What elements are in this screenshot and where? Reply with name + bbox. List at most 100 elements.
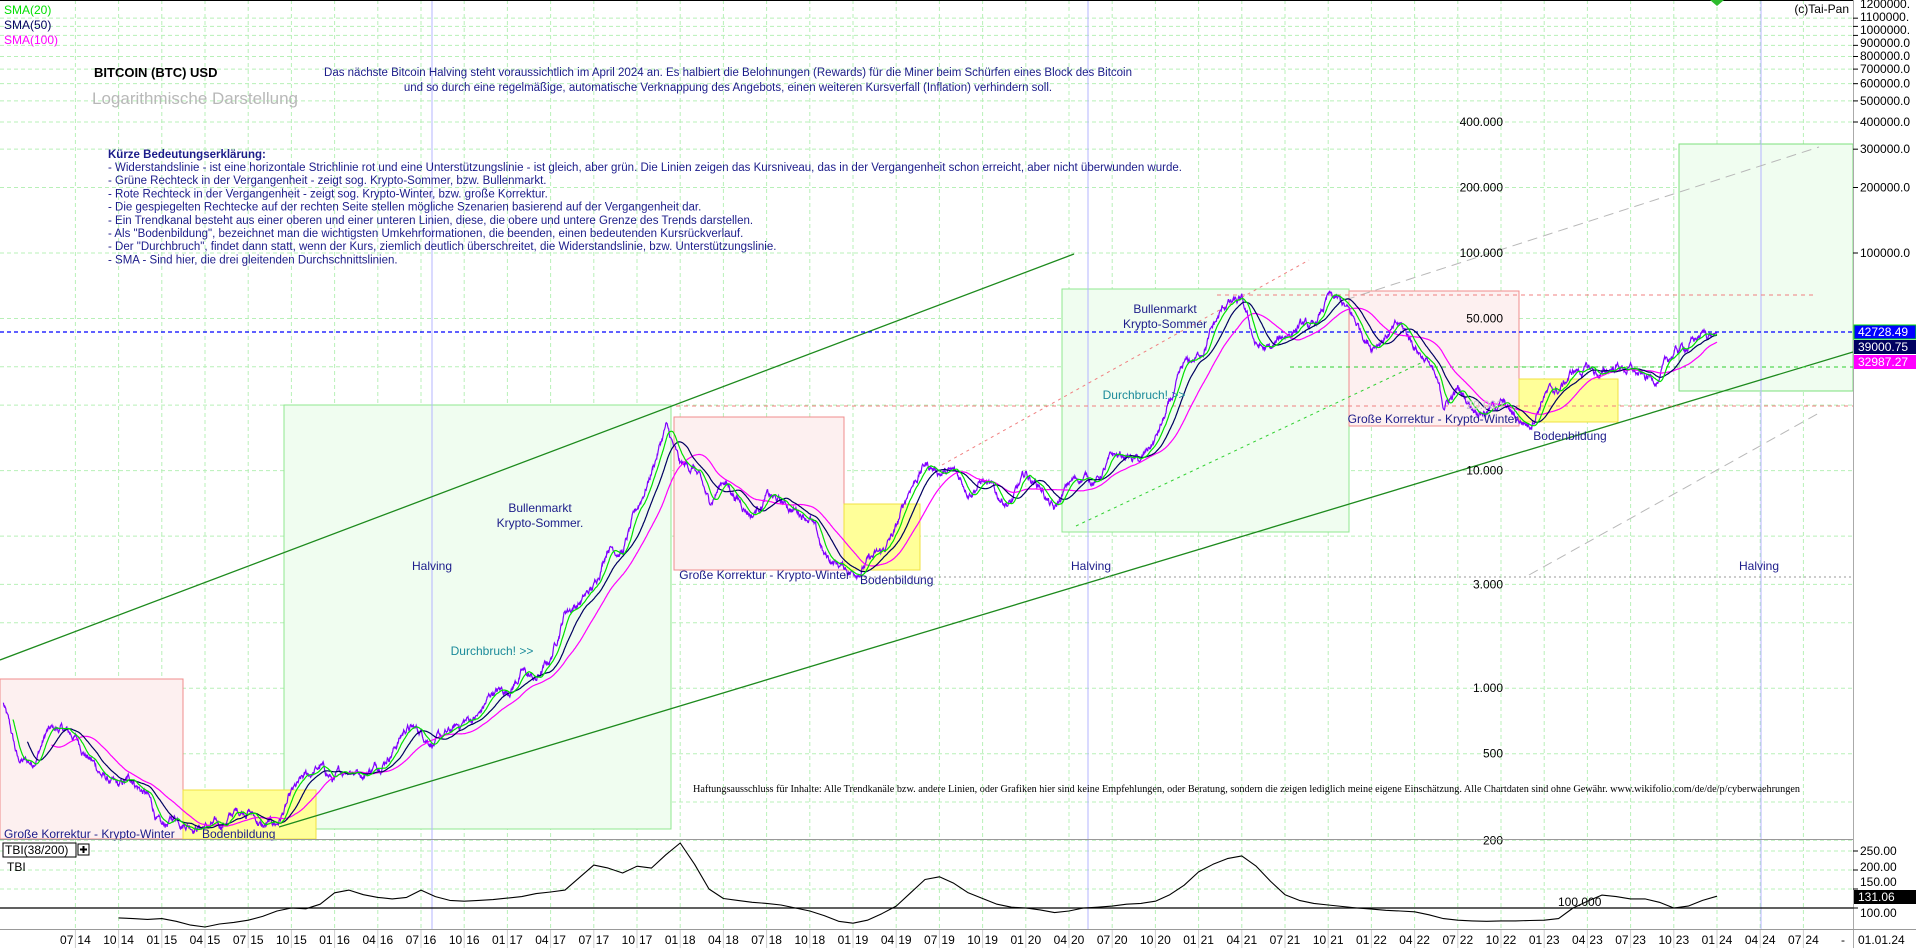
time-label-year: 22: [1503, 933, 1517, 947]
sma20-line: [12, 294, 1718, 831]
time-label-year: 16: [337, 933, 351, 947]
explanation-line: - Als "Bodenbildung", bezeichnet man die…: [108, 228, 743, 240]
scenario-box-2024: [1678, 143, 1854, 392]
inner-axis-label: 200: [1483, 833, 1503, 847]
tbi-level-label: 100.000: [1558, 895, 1602, 909]
inner-axis-label: 500: [1483, 747, 1503, 761]
summer-box-2021: [1061, 288, 1350, 533]
time-label-year: 19: [985, 933, 999, 947]
time-label-year: 22: [1460, 933, 1474, 947]
time-label-year: 19: [855, 933, 869, 947]
time-label-year: 21: [1287, 933, 1301, 947]
time-label-year: 21: [1330, 933, 1344, 947]
axis-label: 200000.0: [1860, 180, 1910, 194]
time-label-year: 15: [250, 933, 264, 947]
time-label-month: 07: [1097, 933, 1111, 947]
time-label-month: 10: [449, 933, 463, 947]
tbi-label[interactable]: TBI(38/200): [5, 843, 68, 857]
inner-axis-label: 100.000: [1460, 246, 1504, 260]
svg-text:32987.27: 32987.27: [1858, 355, 1908, 369]
disclaimer: Haftungsausschluss für Inhalte: Alle Tre…: [693, 784, 1801, 795]
price-axis[interactable]: [1853, 0, 1916, 930]
bottom-box-2019: [843, 503, 921, 571]
time-label-month: 01: [1356, 933, 1370, 947]
time-label-year: 24: [1719, 933, 1733, 947]
time-label-month: 01: [1010, 933, 1024, 947]
breakout-label-2020: Durchbruch! >>: [1103, 388, 1186, 402]
time-label-year: 20: [1157, 933, 1171, 947]
time-label-month: 10: [967, 933, 981, 947]
time-label-month: 07: [60, 933, 74, 947]
time-label-month: 04: [362, 933, 376, 947]
axis-label: 100000.0: [1860, 246, 1910, 260]
halving-label-2016: Halving: [412, 559, 452, 573]
correction-label-2022: Große Korrektur - Krypto-Winter: [1348, 412, 1519, 426]
time-label-month: 01: [838, 933, 852, 947]
breakout-label-2017: Durchbruch! >>: [451, 644, 534, 658]
inner-axis-label: 3.000: [1473, 577, 1503, 591]
time-label-month: 04: [190, 933, 204, 947]
time-label-year: 24: [1805, 933, 1819, 947]
time-label-month: 10: [276, 933, 290, 947]
bull-label-2-line1: Bullenmarkt: [1133, 302, 1197, 316]
inner-axis-label: 200.000: [1460, 180, 1504, 194]
plus-box-icon[interactable]: [77, 843, 90, 856]
time-label-month: 01: [319, 933, 333, 947]
price-series: [2, 290, 1718, 835]
bull-label-1-line2: Krypto-Sommer.: [497, 516, 584, 530]
time-axis-dash: -: [1841, 933, 1845, 947]
time-label-year: 21: [1201, 933, 1215, 947]
time-label-month: 10: [1486, 933, 1500, 947]
explanation-list: - Widerstandslinie - ist eine horizontal…: [108, 162, 1182, 266]
inner-axis-label: 20.000: [1466, 398, 1503, 412]
time-label-year: 24: [1762, 933, 1776, 947]
explanation-line: - SMA - Sind hier, die drei gleitenden D…: [108, 254, 398, 266]
time-label-month: 04: [1572, 933, 1586, 947]
annotation-shapes: [0, 0, 1854, 929]
time-label-year: 23: [1633, 933, 1647, 947]
time-label-year: 17: [596, 933, 610, 947]
time-label-month: 01: [1529, 933, 1543, 947]
correction-label-2018: Große Korrektur - Krypto-Winter: [679, 568, 850, 582]
winter-box-2018: [673, 416, 845, 571]
tbi-axis-label: 150.00: [1860, 875, 1897, 889]
time-label-year: 18: [725, 933, 739, 947]
tbi-label-box[interactable]: [2, 842, 77, 858]
time-label-month: 10: [794, 933, 808, 947]
legend-sma20[interactable]: SMA(20): [4, 3, 51, 17]
trend-channel-upper: [0, 253, 1075, 661]
time-label-month: 04: [708, 933, 722, 947]
scenario-channel-upper: [1344, 146, 1820, 301]
inner-axis-label: 1.000: [1473, 681, 1503, 695]
axis-label: 1000000.: [1860, 23, 1910, 37]
time-label-year: 17: [509, 933, 523, 947]
tbi-axis-label: 250.00: [1860, 844, 1897, 858]
time-label-month: 10: [103, 933, 117, 947]
chart-subtitle: Logarithmische Darstellung: [92, 89, 298, 108]
time-label-month: 04: [535, 933, 549, 947]
time-label-year: 17: [553, 933, 567, 947]
chart-title: BITCOIN (BTC) USD: [94, 65, 218, 80]
legend-sma50[interactable]: SMA(50): [4, 18, 51, 32]
time-label-year: 14: [77, 933, 91, 947]
time-label-month: 04: [1399, 933, 1413, 947]
time-label-year: 16: [466, 933, 480, 947]
time-label-year: 20: [1071, 933, 1085, 947]
sma50-line: [26, 298, 1718, 829]
tbi-name: TBI: [7, 860, 26, 874]
time-axis[interactable]: 07 14 10 14 01 15 04 15 07 15 10 15 01 16 04 16 07 16 10 16…: [60, 930, 1819, 948]
time-label-year: 15: [293, 933, 307, 947]
time-label-month: 07: [1442, 933, 1456, 947]
time-label-year: 20: [1028, 933, 1042, 947]
legend-sma100[interactable]: SMA(100): [4, 33, 58, 47]
bottom-label-2019: Bodenbildung: [860, 573, 933, 587]
marker-triangle-icon: [1710, 0, 1724, 6]
price-axis-labels: 1200000.1100000.1000000.900000.0800000.0…: [1853, 0, 1910, 260]
explanation-line: - Grüne Rechteck in der Vergangenheit - …: [108, 175, 546, 187]
explanation-heading: Kürze Bedeutungserklärung:: [108, 149, 266, 161]
time-label-month: 07: [924, 933, 938, 947]
explanation-line: - Der "Durchbruch", findet dann statt, w…: [108, 241, 776, 253]
halving-note-line-2: und so durch eine regelmäßige, automatis…: [404, 82, 1052, 94]
